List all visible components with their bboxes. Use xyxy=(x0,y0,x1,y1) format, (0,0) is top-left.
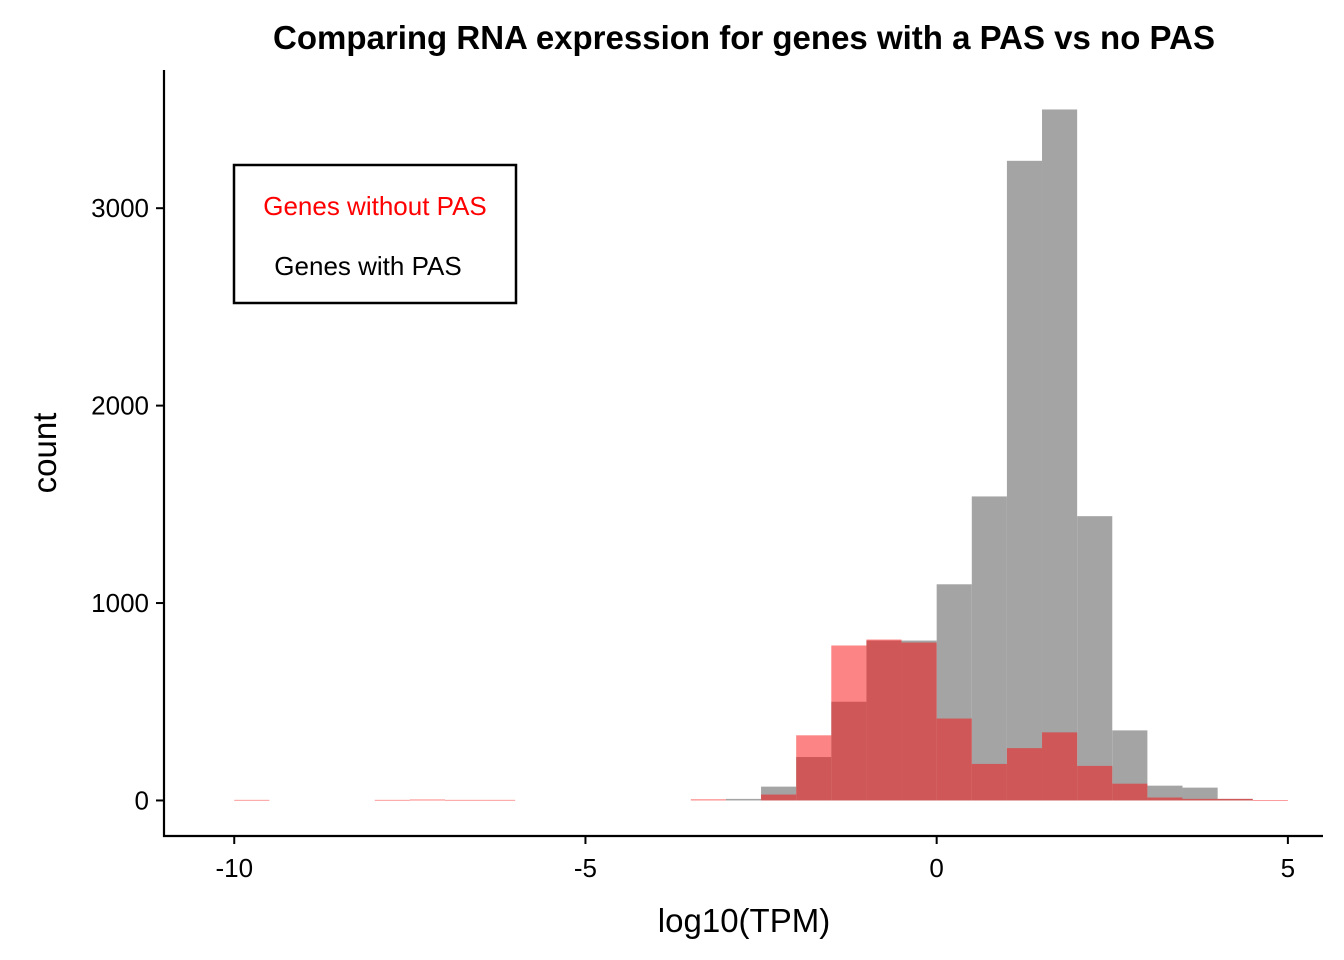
x-tick-label: 0 xyxy=(929,853,943,883)
bar-genes-without-pas-15 xyxy=(1077,765,1113,801)
bar-genes-without-pas-9 xyxy=(866,639,902,801)
x-tick-label: 5 xyxy=(1281,853,1295,883)
bar-genes-without-pas-17 xyxy=(1147,797,1183,801)
bar-genes-without-pas-0 xyxy=(234,799,270,801)
y-tick-label: 0 xyxy=(135,785,149,815)
x-axis-label: log10(TPM) xyxy=(658,902,830,939)
chart-title: Comparing RNA expression for genes with … xyxy=(273,19,1215,56)
bar-genes-without-pas-2 xyxy=(409,799,445,801)
bars-layer xyxy=(234,109,1288,801)
bar-genes-without-pas-20 xyxy=(1252,800,1288,801)
bar-genes-without-pas-19 xyxy=(1217,798,1253,801)
y-tick-label: 1000 xyxy=(91,588,149,618)
bar-genes-without-pas-1 xyxy=(374,799,410,801)
bar-genes-without-pas-5 xyxy=(690,799,726,801)
x-axis-ticks: -10 -5 0 5 xyxy=(215,836,1295,883)
bar-genes-with-pas-9 xyxy=(1042,109,1078,801)
legend-box xyxy=(232,163,518,305)
bar-genes-with-pas-0 xyxy=(725,798,762,801)
bar-genes-with-pas-8 xyxy=(1006,160,1043,801)
bar-genes-with-pas-7 xyxy=(971,496,1007,801)
legend-entry-genes-with-pas: Genes with PAS xyxy=(274,251,461,281)
bar-genes-without-pas-11 xyxy=(936,718,972,801)
legend: Genes without PAS Genes with PAS xyxy=(232,163,518,305)
x-tick-label: -10 xyxy=(215,853,253,883)
bar-genes-without-pas-7 xyxy=(796,735,832,801)
y-axis-ticks: 0 1000 2000 3000 xyxy=(91,193,164,815)
bar-genes-with-pas-13 xyxy=(1182,787,1218,801)
bar-genes-without-pas-13 xyxy=(1006,748,1043,801)
y-axis-label: count xyxy=(26,413,63,494)
legend-entry-genes-without-pas: Genes without PAS xyxy=(263,191,487,221)
x-tick-label: -5 xyxy=(574,853,597,883)
bar-genes-without-pas-16 xyxy=(1112,783,1148,801)
bar-genes-without-pas-6 xyxy=(761,794,797,801)
bar-genes-without-pas-8 xyxy=(831,645,867,801)
y-tick-label: 3000 xyxy=(91,193,149,223)
bar-genes-without-pas-12 xyxy=(971,763,1007,801)
y-tick-label: 2000 xyxy=(91,391,149,421)
bar-genes-with-pas-12 xyxy=(1147,785,1183,801)
bar-genes-without-pas-18 xyxy=(1182,798,1218,801)
bar-genes-without-pas-4 xyxy=(480,799,516,801)
bar-genes-without-pas-10 xyxy=(901,642,937,801)
bar-genes-without-pas-3 xyxy=(444,799,481,801)
bar-genes-without-pas-14 xyxy=(1042,732,1078,801)
bar-genes-with-pas-10 xyxy=(1077,516,1113,801)
